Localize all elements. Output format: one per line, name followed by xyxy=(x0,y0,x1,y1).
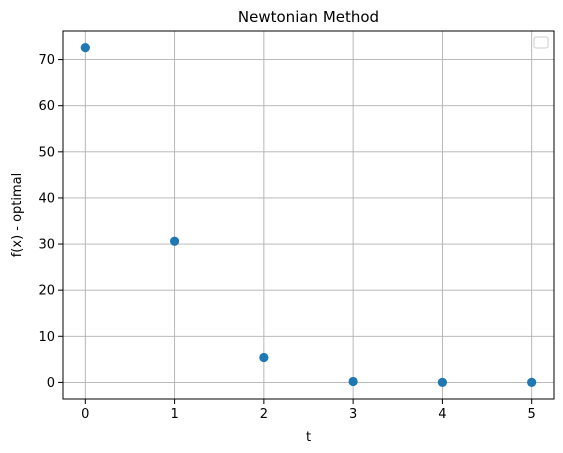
axes-frame xyxy=(62,30,555,400)
data-point xyxy=(437,377,448,387)
x-tick-label: 5 xyxy=(528,407,536,422)
data-point xyxy=(80,43,90,53)
x-axis-label: t xyxy=(306,430,311,445)
y-tick-label: 20 xyxy=(38,284,55,299)
y-tick-label: 60 xyxy=(38,99,55,114)
data-point xyxy=(259,352,269,363)
data-point xyxy=(527,377,537,387)
y-tick-label: 50 xyxy=(38,145,55,160)
x-tick-label: 0 xyxy=(81,407,89,422)
y-axis-label: f(x) - optimal xyxy=(10,173,25,258)
data-point xyxy=(169,236,180,246)
y-tick-label: 70 xyxy=(38,53,55,68)
x-tick-label: 2 xyxy=(260,407,268,422)
y-tick-label: 0 xyxy=(47,376,55,391)
y-tick-label: 10 xyxy=(38,330,55,345)
x-tick-label: 4 xyxy=(438,407,446,422)
grid xyxy=(63,31,554,399)
x-tick-label: 1 xyxy=(170,407,178,422)
data-points xyxy=(80,43,537,387)
x-tick-label: 3 xyxy=(349,407,357,422)
legend-box xyxy=(533,36,549,49)
plot-area xyxy=(63,31,554,399)
data-point xyxy=(348,376,358,387)
chart-title: Newtonian Method xyxy=(238,8,379,26)
y-tick-label: 30 xyxy=(38,238,55,253)
y-tick-label: 40 xyxy=(38,191,55,206)
